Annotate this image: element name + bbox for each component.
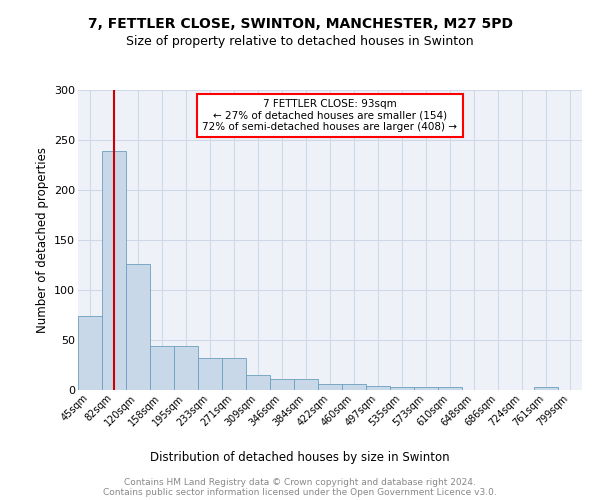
Text: Size of property relative to detached houses in Swinton: Size of property relative to detached ho… <box>126 35 474 48</box>
Bar <box>270 379 294 390</box>
Text: 7 FETTLER CLOSE: 93sqm
← 27% of detached houses are smaller (154)
72% of semi-de: 7 FETTLER CLOSE: 93sqm ← 27% of detached… <box>203 99 458 132</box>
Bar <box>342 384 366 390</box>
Bar <box>102 151 126 390</box>
Bar <box>318 384 342 390</box>
Bar <box>126 264 150 390</box>
Text: Contains public sector information licensed under the Open Government Licence v3: Contains public sector information licen… <box>103 488 497 497</box>
Text: 7, FETTLER CLOSE, SWINTON, MANCHESTER, M27 5PD: 7, FETTLER CLOSE, SWINTON, MANCHESTER, M… <box>88 18 512 32</box>
Bar <box>294 379 318 390</box>
Y-axis label: Number of detached properties: Number of detached properties <box>35 147 49 333</box>
Bar <box>174 346 198 390</box>
Bar <box>390 387 414 390</box>
Text: Contains HM Land Registry data © Crown copyright and database right 2024.: Contains HM Land Registry data © Crown c… <box>124 478 476 487</box>
Bar <box>246 375 270 390</box>
Bar <box>366 386 390 390</box>
Bar <box>222 358 246 390</box>
Text: Distribution of detached houses by size in Swinton: Distribution of detached houses by size … <box>150 451 450 464</box>
Bar <box>78 316 102 390</box>
Bar <box>150 346 174 390</box>
Bar <box>414 387 438 390</box>
Bar <box>534 387 558 390</box>
Bar <box>198 358 222 390</box>
Bar <box>438 387 462 390</box>
